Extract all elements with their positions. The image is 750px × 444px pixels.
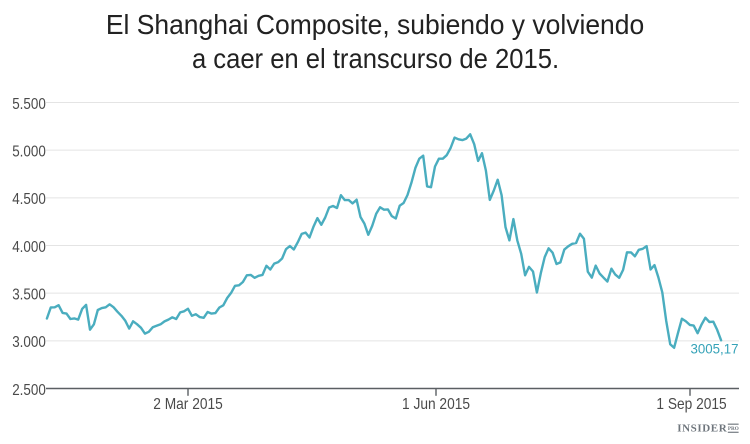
svg-text:2.500: 2.500	[12, 382, 46, 399]
svg-text:El Shanghai Composite, subiend: El Shanghai Composite, subiendo y volvie…	[106, 10, 644, 41]
svg-text:3.500: 3.500	[12, 287, 46, 304]
svg-text:3005,17: 3005,17	[690, 341, 738, 356]
svg-text:5.500: 5.500	[12, 96, 46, 113]
svg-text:a caer en el transcurso de 201: a caer en el transcurso de 2015.	[192, 43, 559, 74]
svg-text:1 Sep 2015: 1 Sep 2015	[656, 396, 726, 413]
svg-text:3.000: 3.000	[12, 334, 46, 351]
svg-text:4.500: 4.500	[12, 191, 46, 208]
svg-text:1 Jun 2015: 1 Jun 2015	[402, 396, 470, 413]
svg-text:2 Mar 2015: 2 Mar 2015	[153, 396, 222, 413]
svg-text:PRO: PRO	[728, 426, 739, 432]
svg-text:5.000: 5.000	[12, 144, 46, 161]
svg-text:INSIDER: INSIDER	[677, 422, 728, 434]
svg-text:4.000: 4.000	[12, 239, 46, 256]
